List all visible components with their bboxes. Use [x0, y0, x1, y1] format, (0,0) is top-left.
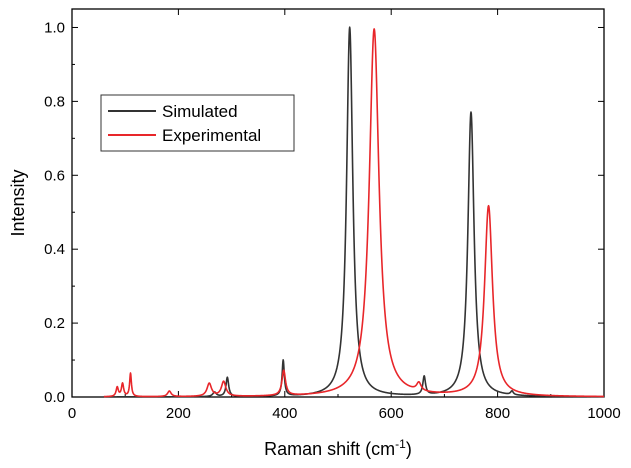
series-line-simulated [103, 26, 605, 398]
y-axis-title: Intensity [8, 169, 28, 236]
axis-ticks: 0 200 400 600 800 1000 0.0 0.2 0.4 0.6 0.8 1.0 [44, 9, 621, 422]
x-tick-label: 400 [272, 405, 297, 422]
legend-label-simulated: Simulated [162, 102, 238, 121]
series-line-experimental [103, 28, 605, 398]
series-lines [103, 26, 605, 398]
x-tick-label: 800 [485, 405, 510, 422]
x-tick-label: 600 [379, 405, 404, 422]
plot-frame [71, 8, 605, 398]
x-axis-title-superscript: -1 [395, 437, 406, 451]
y-tick-label: 0.8 [44, 93, 65, 110]
x-axis-title: Raman shift (cm-1) [264, 437, 412, 459]
y-tick-label: 0.0 [44, 389, 65, 406]
x-tick-label: 1000 [587, 405, 620, 422]
legend-label-experimental: Experimental [162, 126, 261, 145]
x-axis-title-main: Raman shift (cm [264, 439, 395, 459]
x-tick-label: 0 [68, 405, 76, 422]
x-tick-label: 200 [166, 405, 191, 422]
y-tick-label: 0.4 [44, 241, 65, 258]
legend-box [100, 94, 295, 152]
y-tick-label: 1.0 [44, 19, 65, 36]
y-tick-label: 0.6 [44, 167, 65, 184]
x-axis-title-suffix: ) [406, 439, 412, 459]
legend: Simulated Experimental [100, 94, 295, 152]
y-tick-label: 0.2 [44, 315, 65, 332]
